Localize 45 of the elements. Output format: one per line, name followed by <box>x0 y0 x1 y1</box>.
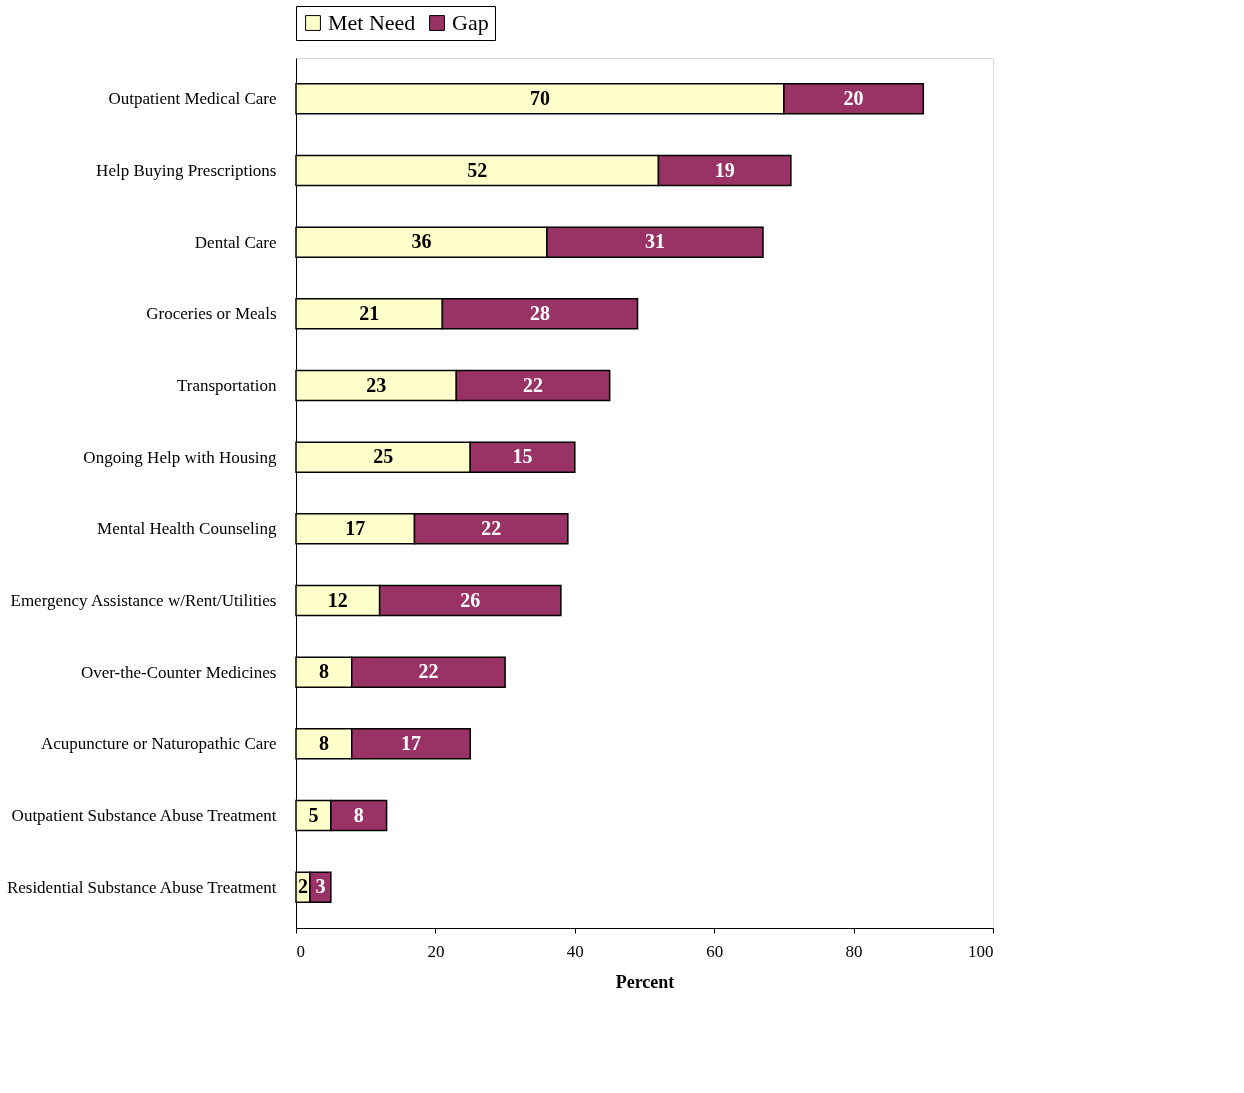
data-label: 8 <box>318 660 329 683</box>
data-label: 70 <box>529 86 550 109</box>
data-label: 12 <box>327 588 348 611</box>
data-label: 22 <box>418 660 439 683</box>
data-label: 8 <box>353 803 364 826</box>
y-tick-label: Acupuncture or Naturopathic Care <box>40 734 277 754</box>
data-label: 36 <box>411 230 432 253</box>
data-label: 17 <box>401 731 422 754</box>
data-label: 3 <box>315 875 326 898</box>
y-tick-label: Dental Care <box>194 232 277 252</box>
y-tick-label: Help Buying Prescriptions <box>96 161 277 180</box>
data-label: 22 <box>481 516 502 539</box>
data-label: 31 <box>644 230 665 253</box>
y-tick-label: Emergency Assistance w/Rent/Utilities <box>10 591 277 610</box>
data-label: 19 <box>714 158 735 181</box>
data-label: 20 <box>843 86 864 109</box>
data-label: 8 <box>318 731 329 754</box>
data-label: 2 <box>297 875 308 898</box>
y-tick-label: Outpatient Medical Care <box>108 89 277 109</box>
x-tick-label: 20 <box>427 941 445 961</box>
data-label: 15 <box>512 445 533 468</box>
x-tick-label: 80 <box>845 941 863 961</box>
y-tick-label: Mental Health Counseling <box>97 519 277 539</box>
x-tick-label: 40 <box>566 941 584 961</box>
data-label: 17 <box>345 516 366 539</box>
y-tick-label: Residential Substance Abuse Treatment <box>6 877 277 897</box>
x-axis-title: Percent <box>615 971 675 992</box>
legend-label: Met Need <box>328 10 416 35</box>
data-label: 26 <box>460 588 481 611</box>
x-tick-label: 100 <box>968 941 994 961</box>
y-tick-label: Groceries or Meals <box>146 304 277 324</box>
data-label: 5 <box>308 803 319 826</box>
legend-label: Gap <box>452 10 489 35</box>
data-label: 28 <box>529 301 550 324</box>
x-tick-label: 0 <box>296 941 305 961</box>
data-label: 52 <box>467 158 488 181</box>
y-tick-label: Transportation <box>177 376 277 395</box>
data-label: 25 <box>373 445 394 468</box>
x-tick-label: 60 <box>706 941 724 961</box>
y-tick-label: Outpatient Substance Abuse Treatment <box>11 806 277 825</box>
y-tick-label: Over-the-Counter Medicines <box>80 662 277 682</box>
data-label: 21 <box>359 301 380 324</box>
y-tick-label: Ongoing Help with Housing <box>83 447 277 467</box>
data-label: 22 <box>522 373 543 396</box>
data-label: 23 <box>366 373 387 396</box>
